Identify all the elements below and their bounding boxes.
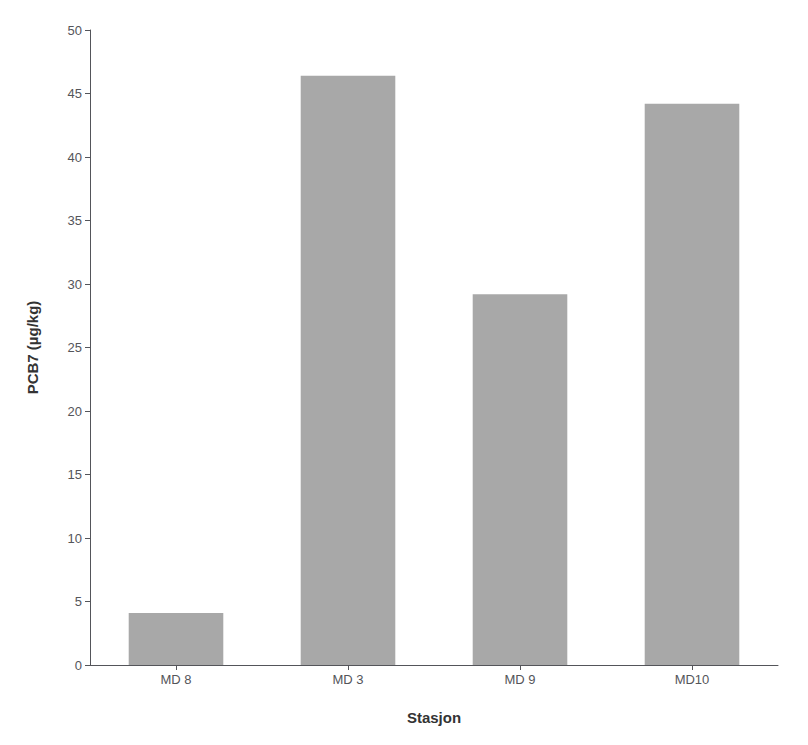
svg-text:MD 3: MD 3 bbox=[332, 672, 363, 687]
svg-text:40: 40 bbox=[68, 150, 82, 165]
svg-text:Stasjon: Stasjon bbox=[407, 709, 461, 726]
svg-text:MD 8: MD 8 bbox=[160, 672, 191, 687]
svg-text:30: 30 bbox=[68, 277, 82, 292]
svg-text:25: 25 bbox=[68, 340, 82, 355]
svg-text:15: 15 bbox=[68, 467, 82, 482]
svg-text:0: 0 bbox=[75, 658, 82, 673]
svg-text:50: 50 bbox=[68, 23, 82, 38]
svg-text:MD 9: MD 9 bbox=[504, 672, 535, 687]
svg-text:5: 5 bbox=[75, 594, 82, 609]
svg-text:10: 10 bbox=[68, 531, 82, 546]
svg-text:35: 35 bbox=[68, 213, 82, 228]
svg-text:20: 20 bbox=[68, 404, 82, 419]
svg-text:PCB7 (µg/kg): PCB7 (µg/kg) bbox=[24, 301, 41, 395]
svg-text:MD10: MD10 bbox=[675, 672, 710, 687]
svg-text:45: 45 bbox=[68, 86, 82, 101]
